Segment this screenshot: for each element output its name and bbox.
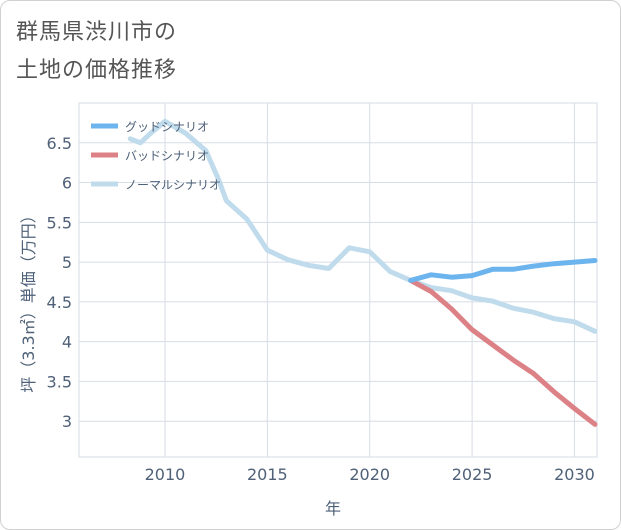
x-tick-label: 2015 bbox=[247, 465, 288, 484]
y-tick-label: 4 bbox=[62, 333, 72, 352]
series-line-1 bbox=[408, 277, 598, 427]
grid bbox=[79, 103, 597, 457]
y-tick-label: 3 bbox=[62, 412, 72, 431]
y-tick-label: 4.5 bbox=[47, 293, 72, 312]
y-tick-label: 5 bbox=[62, 253, 72, 272]
y-tick-label: 6 bbox=[62, 174, 72, 193]
chart-title-line2: 土地の価格推移 bbox=[16, 58, 178, 83]
y-axis-title: 坪（3.3㎡）単価（万円） bbox=[19, 207, 38, 392]
series-line-2 bbox=[127, 118, 598, 334]
series-lines bbox=[127, 118, 598, 427]
x-axis-title: 年 bbox=[325, 499, 341, 518]
legend-label: バッドシナリオ bbox=[125, 149, 209, 163]
legend-label: グッドシナリオ bbox=[125, 120, 209, 134]
x-tick-label: 2030 bbox=[554, 465, 595, 484]
legend-label: ノーマルシナリオ bbox=[125, 178, 221, 192]
series-line-0 bbox=[408, 258, 598, 283]
y-tick-label: 5.5 bbox=[47, 213, 72, 232]
tick-labels: 2010 2015 2020 2025 2030 3 3.5 4 4.5 5 5.5 6 6.5 bbox=[47, 134, 595, 484]
x-tick-label: 2010 bbox=[145, 465, 186, 484]
chart-title-line1: 群馬県渋川市の bbox=[16, 20, 178, 45]
y-tick-label: 3.5 bbox=[47, 372, 72, 391]
x-tick-label: 2025 bbox=[452, 465, 493, 484]
y-tick-label: 6.5 bbox=[47, 134, 72, 153]
x-tick-label: 2020 bbox=[349, 465, 390, 484]
